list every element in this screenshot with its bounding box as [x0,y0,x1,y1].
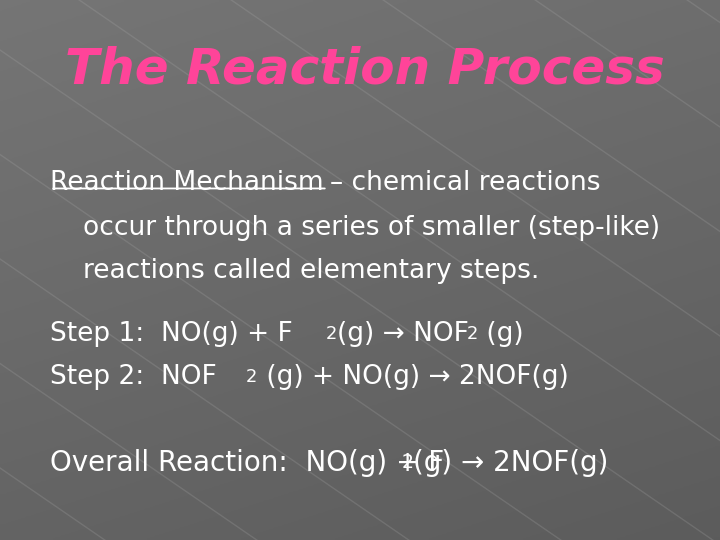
Text: (g) → NOF: (g) → NOF [337,321,469,347]
Text: (g) → 2NOF(g): (g) → 2NOF(g) [413,449,608,477]
Text: (g): (g) [478,321,523,347]
Text: Reaction Mechanism: Reaction Mechanism [50,170,324,196]
Text: Step 2:  NOF: Step 2: NOF [50,364,217,390]
Text: reactions called elementary steps.: reactions called elementary steps. [83,258,539,284]
Text: 2: 2 [467,325,478,343]
Text: (g) + NO(g) → 2NOF(g): (g) + NO(g) → 2NOF(g) [258,364,569,390]
Text: 2: 2 [246,368,258,386]
Text: 2: 2 [402,453,414,472]
Text: Step 1:  NO(g) + F: Step 1: NO(g) + F [50,321,293,347]
Text: Overall Reaction:  NO(g) + F: Overall Reaction: NO(g) + F [50,449,445,477]
Text: The Reaction Process: The Reaction Process [65,46,665,94]
Text: – chemical reactions: – chemical reactions [330,170,600,196]
Text: occur through a series of smaller (step-like): occur through a series of smaller (step-… [83,215,660,241]
Text: 2: 2 [325,325,337,343]
